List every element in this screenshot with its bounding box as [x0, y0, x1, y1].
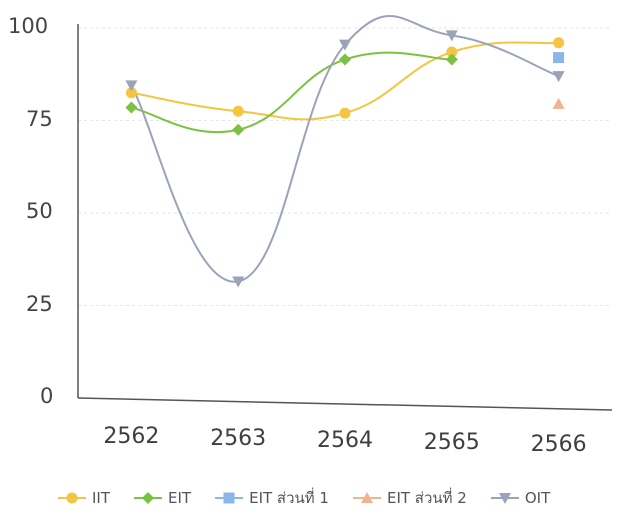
legend-label: EIT: [168, 489, 191, 507]
y-tick-label: 75: [26, 107, 53, 131]
x-tick-label: 2566: [519, 432, 599, 457]
data-point: [339, 53, 351, 65]
legend-swatch-icon: [215, 491, 243, 505]
legend-swatch-icon: [58, 491, 86, 505]
y-tick-label: 0: [40, 384, 53, 408]
data-point: [233, 106, 244, 117]
data-point: [553, 71, 565, 82]
x-axis-line: [78, 398, 612, 410]
y-tick-label: 25: [26, 292, 53, 316]
data-point: [553, 98, 565, 109]
x-tick-label: 2563: [198, 426, 278, 451]
y-tick-label: 50: [26, 199, 53, 223]
legend-item: EIT ส่วนที่ 1: [215, 486, 329, 510]
legend-item: OIT: [491, 489, 550, 507]
data-point: [340, 108, 351, 119]
legend-label: EIT ส่วนที่ 1: [249, 486, 329, 510]
legend-label: IIT: [92, 489, 110, 507]
series-markers: [125, 30, 564, 287]
legend-item: IIT: [58, 489, 110, 507]
grid-lines: [78, 28, 612, 306]
axes: [78, 24, 612, 410]
legend-swatch-icon: [134, 491, 162, 505]
legend-item: EIT: [134, 489, 191, 507]
x-tick-label: 2564: [305, 428, 385, 453]
x-tick-label: 2562: [91, 424, 171, 449]
y-tick-label: 100: [8, 14, 48, 38]
legend-swatch-icon: [491, 491, 519, 505]
data-point: [553, 37, 564, 48]
legend-swatch-icon: [353, 491, 381, 505]
legend-item: EIT ส่วนที่ 2: [353, 486, 467, 510]
data-point: [125, 102, 137, 114]
chart-legend: IIT EIT EIT ส่วนที่ 1 EIT ส่วนที่ 2 OIT: [58, 486, 550, 510]
x-tick-label: 2565: [412, 430, 492, 455]
data-point: [232, 124, 244, 136]
legend-label: EIT ส่วนที่ 2: [387, 486, 467, 510]
legend-label: OIT: [525, 489, 550, 507]
data-point: [553, 52, 564, 63]
